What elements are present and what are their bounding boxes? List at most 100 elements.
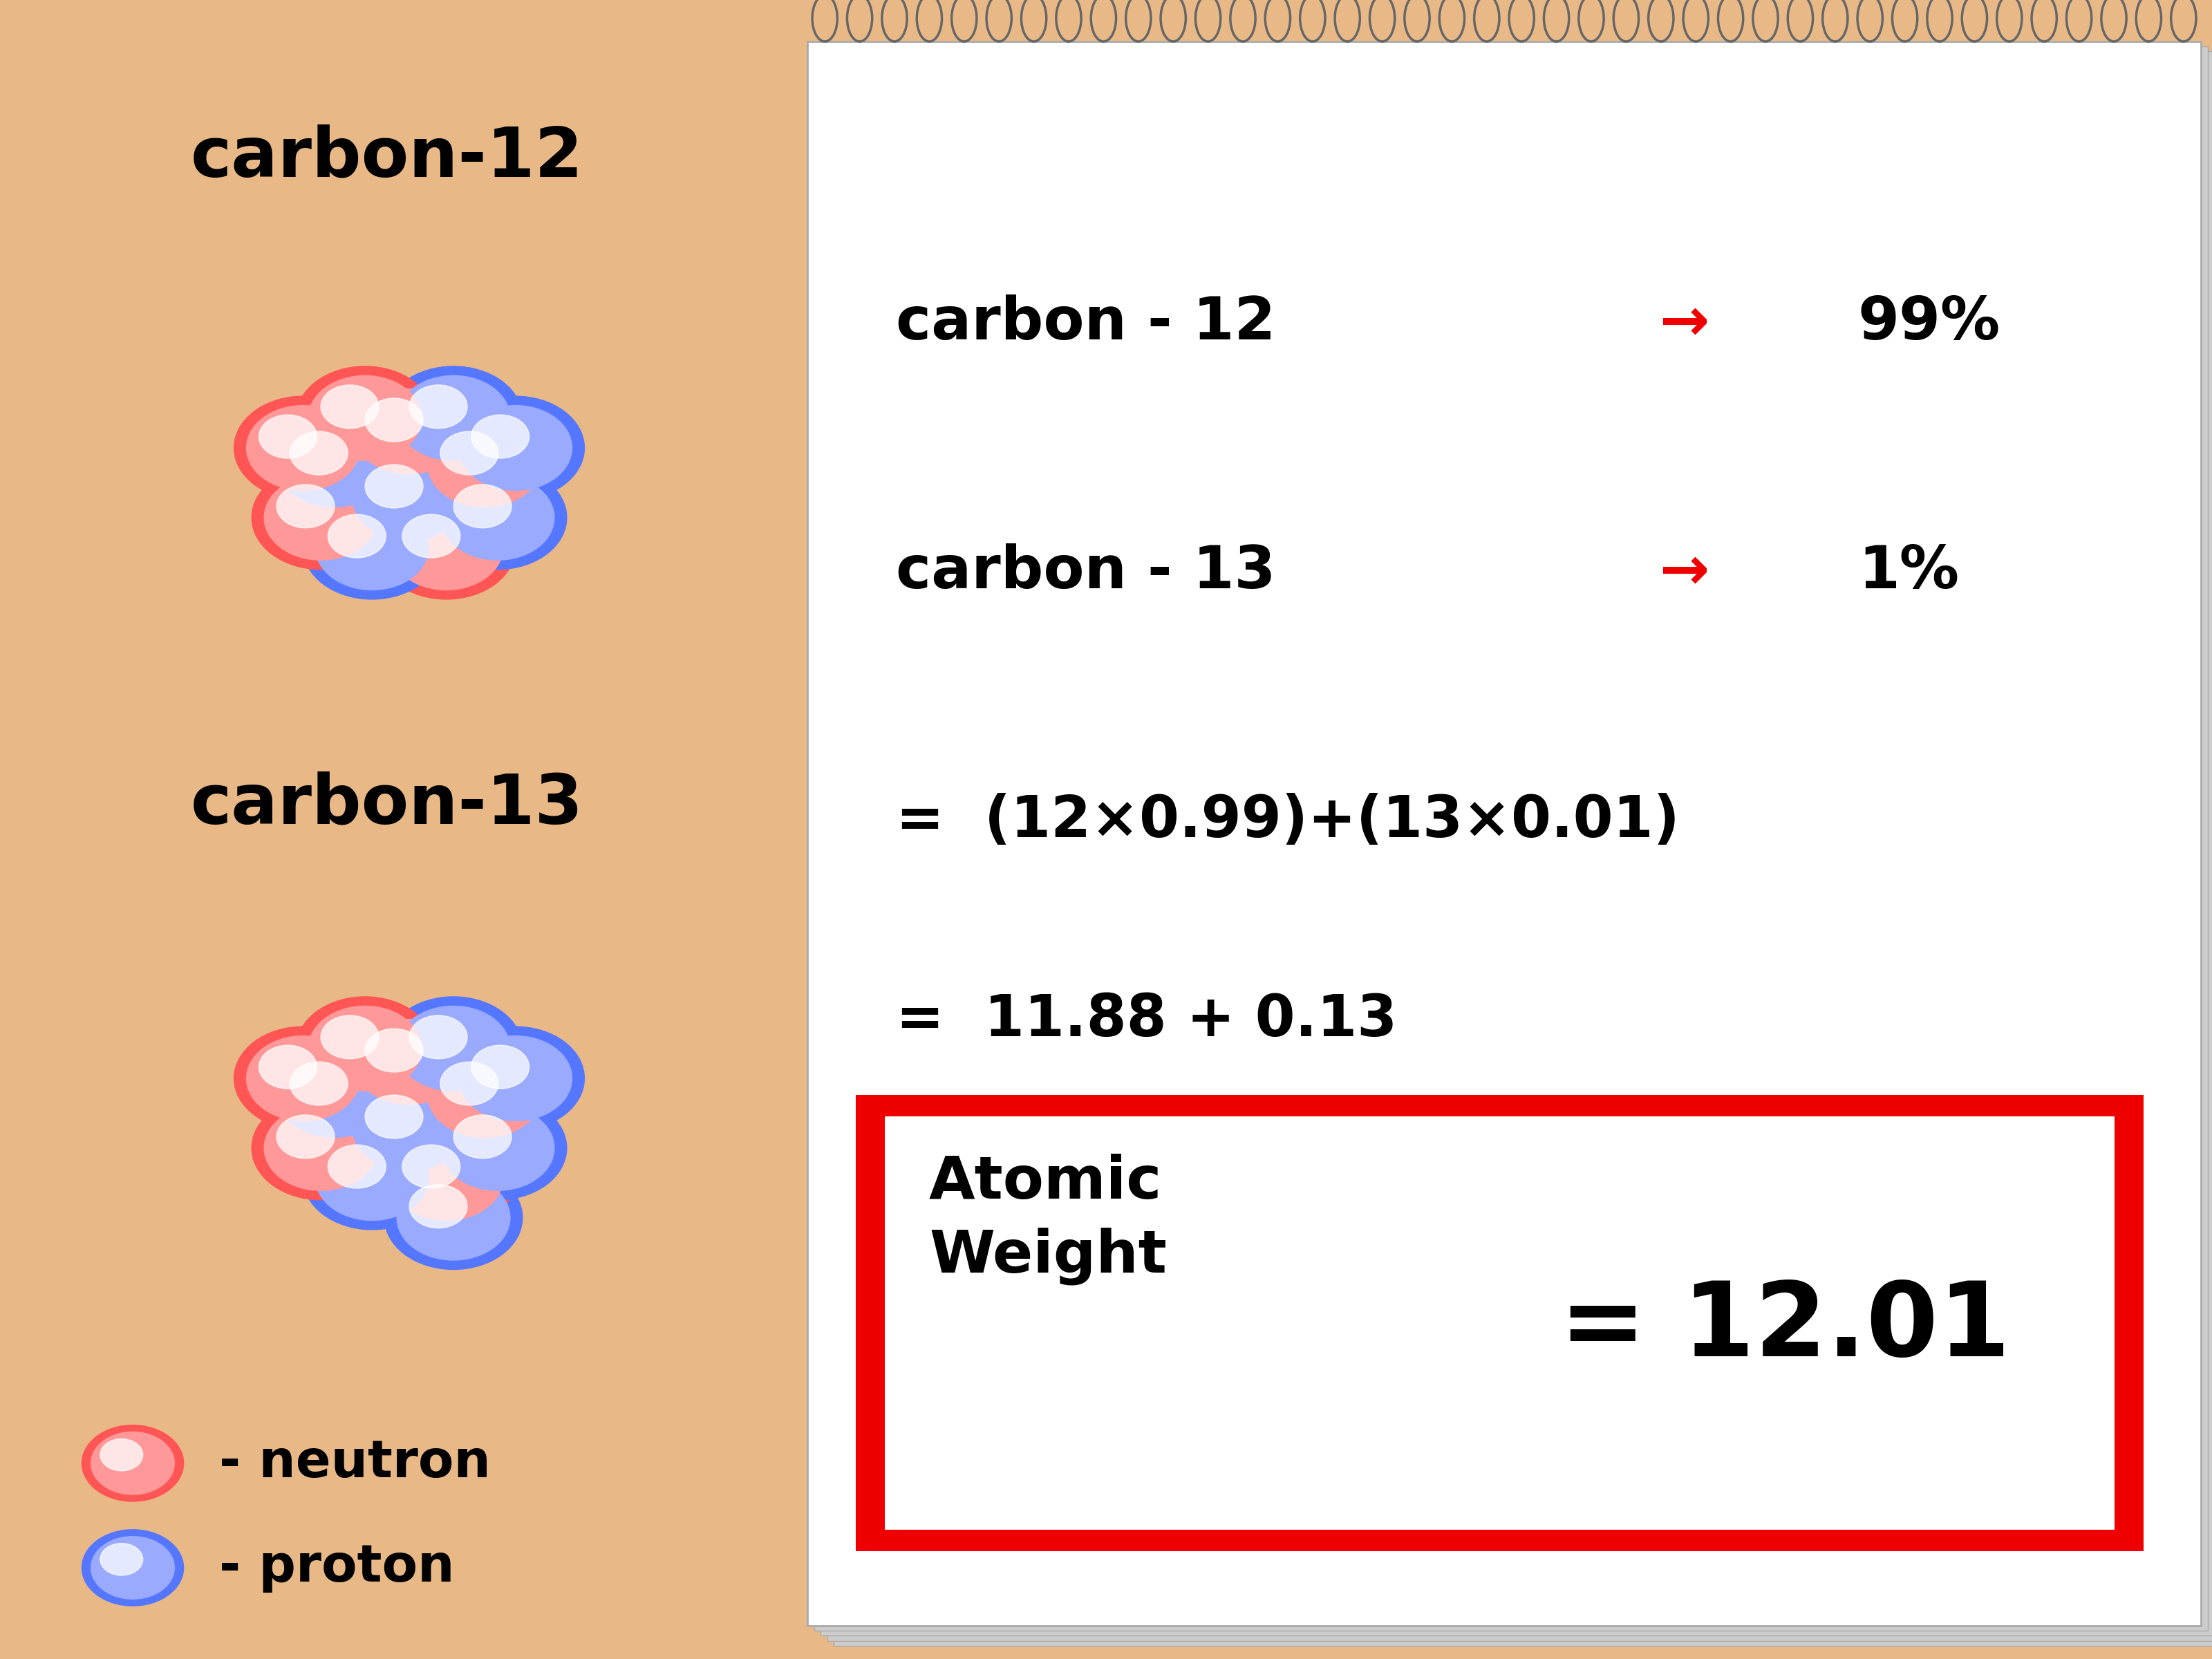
Circle shape (396, 1175, 511, 1261)
Circle shape (365, 465, 422, 508)
Circle shape (440, 1062, 498, 1105)
Circle shape (259, 415, 316, 458)
Circle shape (276, 484, 334, 528)
Circle shape (234, 397, 372, 499)
Circle shape (100, 1438, 144, 1472)
Circle shape (403, 1145, 460, 1188)
Circle shape (389, 504, 502, 591)
Text: carbon - 13: carbon - 13 (896, 544, 1296, 601)
Circle shape (396, 375, 511, 461)
Text: →: → (1659, 544, 1710, 601)
Circle shape (453, 1115, 511, 1158)
Circle shape (389, 1135, 502, 1221)
Circle shape (385, 367, 522, 469)
Circle shape (416, 413, 553, 516)
Bar (827, 56, 2212, 1641)
Circle shape (321, 385, 378, 428)
Circle shape (246, 1035, 361, 1121)
Text: =  (12×0.99)+(13×0.01): = (12×0.99)+(13×0.01) (896, 793, 1679, 849)
Text: Atomic
Weight: Atomic Weight (929, 1155, 1166, 1284)
Text: carbon-12: carbon-12 (190, 124, 584, 191)
Text: 99%: 99% (1858, 295, 2000, 352)
Circle shape (263, 1105, 378, 1191)
Circle shape (316, 504, 429, 591)
Circle shape (471, 1045, 529, 1088)
Circle shape (440, 474, 555, 561)
Bar (834, 61, 2212, 1646)
Circle shape (453, 484, 511, 528)
Circle shape (458, 405, 573, 491)
Circle shape (290, 1062, 347, 1105)
Circle shape (352, 455, 467, 541)
Text: =  11.88 + 0.13: = 11.88 + 0.13 (896, 992, 1398, 1048)
Circle shape (352, 1019, 467, 1105)
Bar (856, 1095, 2143, 1551)
Bar (807, 41, 2201, 1626)
Circle shape (82, 1425, 184, 1501)
Circle shape (440, 1105, 555, 1191)
Circle shape (429, 466, 566, 569)
Circle shape (378, 1126, 515, 1229)
Circle shape (91, 1536, 175, 1599)
Circle shape (316, 1135, 429, 1221)
Circle shape (365, 398, 422, 441)
Circle shape (252, 466, 389, 569)
Circle shape (265, 1044, 403, 1146)
Circle shape (352, 1085, 467, 1171)
Circle shape (378, 496, 515, 599)
Circle shape (246, 405, 361, 491)
Circle shape (341, 1010, 478, 1113)
Circle shape (365, 1095, 422, 1138)
Circle shape (409, 385, 467, 428)
Circle shape (276, 421, 392, 508)
Circle shape (276, 1052, 392, 1138)
Circle shape (321, 1015, 378, 1058)
Circle shape (447, 397, 584, 499)
Bar (885, 1117, 2115, 1530)
Circle shape (307, 1005, 422, 1092)
Circle shape (82, 1530, 184, 1606)
Circle shape (385, 997, 522, 1100)
Circle shape (259, 1045, 316, 1088)
Text: carbon - 12: carbon - 12 (896, 295, 1296, 352)
Circle shape (427, 421, 542, 508)
Bar (814, 46, 2208, 1631)
Circle shape (296, 997, 434, 1100)
Circle shape (352, 388, 467, 474)
Circle shape (416, 1044, 553, 1146)
Text: - proton: - proton (219, 1543, 453, 1593)
Circle shape (303, 496, 440, 599)
Circle shape (427, 1052, 542, 1138)
Circle shape (403, 514, 460, 557)
Circle shape (276, 1115, 334, 1158)
Circle shape (409, 1185, 467, 1228)
Circle shape (458, 1035, 573, 1121)
Circle shape (396, 1005, 511, 1092)
Circle shape (327, 1145, 385, 1188)
Bar (821, 51, 2212, 1636)
Circle shape (303, 1126, 440, 1229)
Circle shape (385, 1166, 522, 1269)
Circle shape (252, 1097, 389, 1199)
Circle shape (327, 514, 385, 557)
Circle shape (447, 1027, 584, 1130)
Circle shape (365, 1029, 422, 1072)
Circle shape (265, 413, 403, 516)
Circle shape (341, 380, 478, 483)
Circle shape (296, 367, 434, 469)
Text: - neutron: - neutron (219, 1438, 491, 1488)
Circle shape (440, 431, 498, 474)
Text: = 12.01: = 12.01 (1559, 1277, 2011, 1377)
Text: →: → (1659, 295, 1710, 352)
Circle shape (91, 1432, 175, 1495)
Circle shape (263, 474, 378, 561)
Circle shape (471, 415, 529, 458)
Circle shape (290, 431, 347, 474)
Text: 1%: 1% (1858, 544, 1960, 601)
Text: carbon-13: carbon-13 (190, 771, 584, 838)
Circle shape (341, 1077, 478, 1180)
Circle shape (409, 1015, 467, 1058)
Circle shape (234, 1027, 372, 1130)
Circle shape (341, 446, 478, 549)
Circle shape (100, 1543, 144, 1576)
